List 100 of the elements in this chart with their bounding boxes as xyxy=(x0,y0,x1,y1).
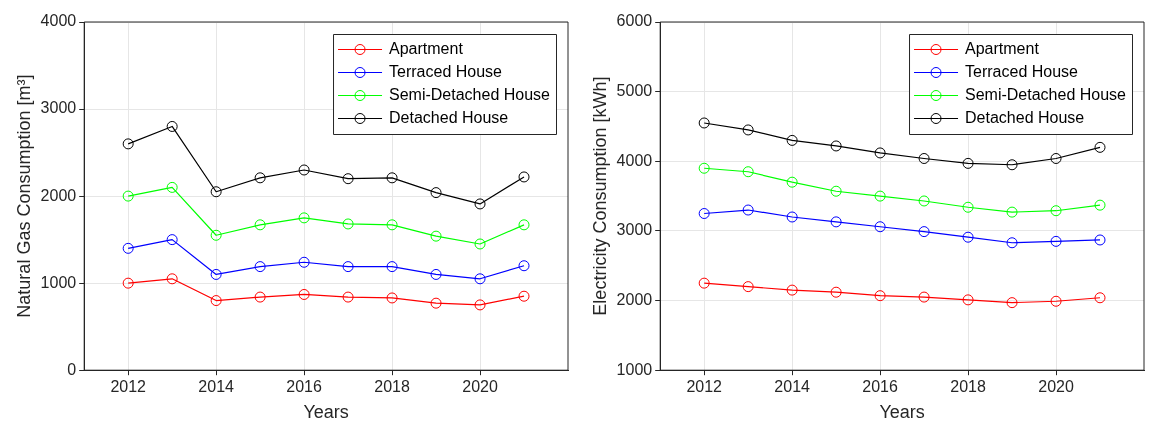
point xyxy=(254,261,266,273)
x-tick-label: 2014 xyxy=(774,378,811,396)
point xyxy=(786,211,798,223)
point xyxy=(342,261,354,273)
point xyxy=(342,291,354,303)
point xyxy=(518,219,530,231)
point xyxy=(698,208,710,220)
point xyxy=(254,172,266,184)
x-tick-label: 2012 xyxy=(686,378,723,396)
point xyxy=(254,291,266,303)
point xyxy=(1050,205,1062,217)
point xyxy=(698,277,710,289)
x-tick-label: 2016 xyxy=(286,378,322,396)
point xyxy=(742,204,754,216)
point xyxy=(298,212,310,224)
point xyxy=(830,185,842,197)
point xyxy=(430,297,442,309)
x-axis-title: Years xyxy=(879,402,925,423)
point xyxy=(1006,297,1018,309)
y-tick-label: 4000 xyxy=(616,151,653,169)
point xyxy=(962,201,974,213)
point xyxy=(430,230,442,242)
point xyxy=(698,162,710,174)
point xyxy=(830,140,842,152)
point xyxy=(386,219,398,231)
point xyxy=(122,242,134,254)
point xyxy=(742,281,754,293)
point xyxy=(1094,292,1106,304)
point xyxy=(874,147,886,159)
x-tick-label: 2016 xyxy=(862,378,898,396)
y-tick-label: 3000 xyxy=(616,221,653,239)
point xyxy=(386,172,398,184)
point xyxy=(474,299,486,311)
point xyxy=(166,273,178,285)
y-tick-label: 2000 xyxy=(616,290,653,308)
point xyxy=(166,181,178,193)
legend-label: Detached House xyxy=(389,108,509,126)
y-tick-label: 2000 xyxy=(40,186,77,204)
point xyxy=(298,288,310,300)
point xyxy=(518,171,530,183)
x-tick-label: 2014 xyxy=(198,378,235,396)
point xyxy=(122,277,134,289)
point xyxy=(474,273,486,285)
point xyxy=(1094,141,1106,153)
point xyxy=(1094,199,1106,211)
point xyxy=(1050,235,1062,247)
y-tick-label: 3000 xyxy=(40,99,77,117)
point xyxy=(742,124,754,136)
point xyxy=(342,173,354,185)
legend-label: Detached House xyxy=(965,108,1085,126)
point xyxy=(962,157,974,169)
point xyxy=(1050,152,1062,164)
y-tick-label: 1000 xyxy=(616,360,653,378)
point xyxy=(342,218,354,230)
x-axis-title: Years xyxy=(303,402,349,423)
point xyxy=(1006,159,1018,171)
x-tick-label: 2020 xyxy=(462,378,498,396)
point xyxy=(474,198,486,210)
y-tick-label: 5000 xyxy=(616,82,653,100)
point xyxy=(210,229,222,241)
point xyxy=(786,284,798,296)
point xyxy=(1094,234,1106,246)
point xyxy=(210,186,222,198)
y-axis-title: Natural Gas Consumption [m³] xyxy=(13,74,34,318)
point xyxy=(874,221,886,233)
y-tick-label: 4000 xyxy=(40,12,77,30)
y-tick-label: 6000 xyxy=(616,12,653,30)
point xyxy=(298,256,310,268)
x-tick-label: 2018 xyxy=(374,378,410,396)
legend-label: Terraced House xyxy=(965,62,1079,80)
point xyxy=(1006,237,1018,249)
point xyxy=(430,187,442,199)
point xyxy=(830,216,842,228)
y-tick-label: 0 xyxy=(67,360,77,378)
point xyxy=(918,226,930,238)
point xyxy=(918,291,930,303)
legend-label: Apartment xyxy=(965,39,1040,57)
point xyxy=(742,166,754,178)
point xyxy=(430,268,442,280)
point xyxy=(786,134,798,146)
point xyxy=(918,152,930,164)
y-tick-label: 1000 xyxy=(40,273,77,291)
x-tick-label: 2020 xyxy=(1038,378,1074,396)
point xyxy=(698,117,710,129)
point xyxy=(210,295,222,307)
point xyxy=(122,138,134,150)
point xyxy=(298,164,310,176)
legend-label: Semi-Detached House xyxy=(965,85,1127,103)
point xyxy=(962,294,974,306)
point xyxy=(1050,295,1062,307)
x-tick-label: 2018 xyxy=(950,378,986,396)
point xyxy=(210,268,222,280)
point xyxy=(254,219,266,231)
point xyxy=(518,290,530,302)
legend-label: Apartment xyxy=(389,39,464,57)
legend-label: Semi-Detached House xyxy=(389,85,551,103)
point xyxy=(962,231,974,243)
legend-label: Terraced House xyxy=(389,62,503,80)
point xyxy=(122,190,134,202)
x-tick-label: 2012 xyxy=(110,378,147,396)
